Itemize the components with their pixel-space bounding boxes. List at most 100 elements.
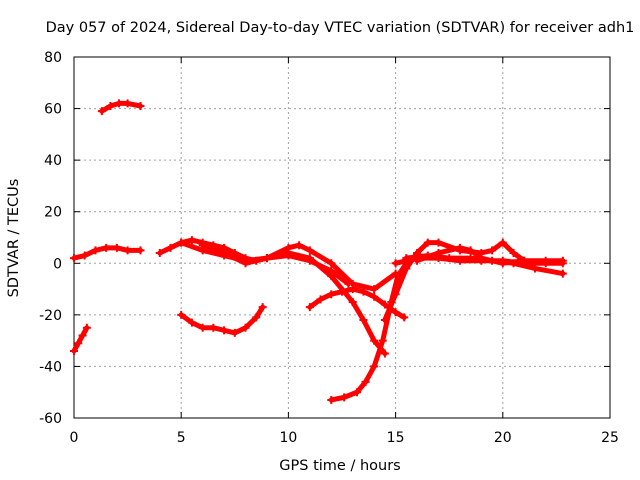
data-point <box>434 248 443 257</box>
series-arc-6 <box>177 303 267 337</box>
data-point <box>123 246 132 255</box>
data-point <box>413 256 422 265</box>
y-axis-label: SDTVAR / TECUs <box>6 179 22 298</box>
series-arc-2 <box>70 243 145 263</box>
data-point <box>353 388 362 397</box>
data-point <box>305 303 314 312</box>
data-point <box>305 254 314 263</box>
data-point <box>370 362 379 371</box>
data-point <box>370 292 379 301</box>
data-point <box>338 287 346 296</box>
data-point <box>348 285 357 294</box>
data-point <box>106 101 115 110</box>
data-point <box>70 254 78 263</box>
data-point <box>466 246 475 255</box>
data-point <box>80 251 89 260</box>
data-point <box>541 256 550 265</box>
data-point <box>220 248 229 257</box>
data-point <box>74 339 83 348</box>
data-point <box>327 290 336 299</box>
y-tick-label: -40 <box>39 359 62 375</box>
data-point <box>209 323 218 332</box>
y-tick-label: 0 <box>53 256 62 272</box>
data-point <box>258 303 267 312</box>
data-point <box>187 318 196 327</box>
x-tick-label: 15 <box>387 430 405 446</box>
data-point <box>498 238 507 247</box>
data-point <box>370 285 379 294</box>
data-point <box>115 99 124 108</box>
data-point <box>241 259 250 268</box>
x-tick-label: 25 <box>601 430 619 446</box>
data-point <box>380 316 389 325</box>
y-tick-label: 60 <box>44 102 62 118</box>
data-point <box>445 254 454 263</box>
data-point <box>498 259 507 268</box>
data-point <box>380 300 389 309</box>
series-layer <box>70 99 567 404</box>
y-tick-label: -60 <box>39 411 62 427</box>
data-point <box>305 246 314 255</box>
series-arc-3 <box>97 99 145 116</box>
data-point <box>327 259 336 268</box>
data-point <box>391 290 400 299</box>
data-point <box>378 336 387 345</box>
data-point <box>391 308 400 317</box>
data-point <box>177 238 186 247</box>
data-point <box>136 101 145 110</box>
data-point <box>558 256 567 265</box>
data-point <box>220 326 229 335</box>
data-point <box>530 264 539 273</box>
data-point <box>316 295 325 304</box>
data-point <box>466 254 475 263</box>
data-point <box>520 256 529 265</box>
data-point <box>198 323 207 332</box>
data-point <box>391 259 400 268</box>
data-point <box>488 246 497 255</box>
data-point <box>91 246 100 255</box>
chart-title: Day 057 of 2024, Sidereal Day-to-day VTE… <box>46 20 635 36</box>
data-point <box>359 287 368 296</box>
data-point <box>177 310 186 319</box>
data-point <box>187 236 196 245</box>
data-point <box>102 243 111 252</box>
series-line <box>382 240 527 323</box>
x-tick-label: 5 <box>177 430 186 446</box>
y-tick-label: 80 <box>44 50 62 66</box>
series-arc-10 <box>327 259 411 404</box>
series-line <box>71 325 90 354</box>
data-point <box>97 107 106 116</box>
data-point <box>70 346 78 355</box>
data-point <box>402 264 411 273</box>
y-tick-label: -20 <box>39 308 62 324</box>
data-point <box>230 328 239 337</box>
data-point <box>380 349 389 358</box>
data-point <box>455 243 464 252</box>
data-point <box>123 99 132 108</box>
data-point <box>198 241 207 250</box>
plot-frame <box>73 56 611 419</box>
data-point <box>241 323 250 332</box>
x-axis-label: GPS time / hours <box>279 458 400 474</box>
data-point <box>78 331 87 340</box>
axes <box>73 56 611 419</box>
series-arc-1 <box>70 323 91 355</box>
data-point <box>509 248 518 257</box>
data-point <box>327 395 336 404</box>
data-point <box>136 246 145 255</box>
data-point <box>284 248 293 257</box>
data-point <box>402 254 411 263</box>
data-point <box>262 254 271 263</box>
series-arc-14 <box>413 243 567 268</box>
data-point <box>348 297 357 306</box>
data-point <box>82 323 91 332</box>
data-point <box>434 238 443 247</box>
x-tick-label: 10 <box>279 430 297 446</box>
data-point <box>112 243 121 252</box>
data-point <box>166 243 175 252</box>
x-tick-label: 0 <box>70 430 79 446</box>
ticks: 0 5 10 15 20 25 -60 -40 -20 0 20 40 60 80 <box>39 50 619 446</box>
data-point <box>327 272 336 281</box>
